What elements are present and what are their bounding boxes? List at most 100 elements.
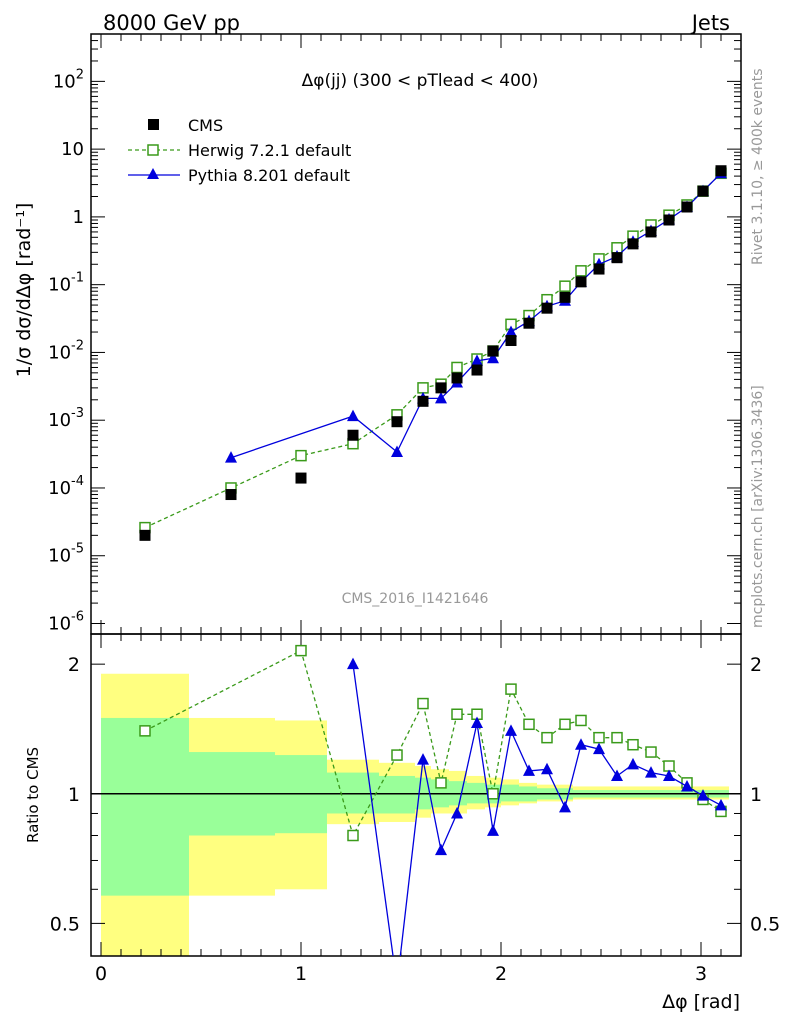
pythia-data-point [505,325,517,338]
legend-label-pythia: Pythia 8.201 default [188,166,350,185]
pythia-data-point [715,798,727,811]
pythia-series-line [352,664,722,956]
cms-data-point [611,252,623,264]
herwig-data-point [417,382,429,394]
cms-data-point [139,529,151,541]
y-tick-label: 10-5 [48,542,84,567]
y-tick-label: 10-1 [48,271,84,296]
herwig-data-point [575,714,587,727]
y-axis-label-ratio: Ratio to CMS [24,747,42,843]
pythia-data-point [575,738,587,750]
pythia-data-point [523,764,535,776]
x-tick-label: 0 [95,963,107,985]
y-tick-label: 1 [73,207,84,228]
pythia-data-point [487,351,499,364]
pythia-data-point [487,824,499,836]
cms-data-point [697,185,709,197]
pythia-data-point [471,716,483,729]
cms-data-point [505,335,517,347]
pythia-data-point [541,762,553,775]
x-tick-label: 2 [495,963,507,985]
herwig-data-point [645,746,657,758]
herwig-series-line [144,649,722,838]
rivet-label: Rivet 3.1.10, ≥ 400k events [750,68,766,265]
header-right: Jets [690,11,730,35]
cms-data-point [575,276,587,288]
cms-data-point [627,238,639,250]
y-tick-label: 10-6 [48,610,84,635]
herwig-data-point [347,829,359,842]
pythia-data-point [391,445,403,457]
y-tick-label: 10-2 [48,338,84,363]
y-tick-label: 10 [61,139,84,160]
herwig-data-point [575,265,587,277]
pythia-data-point [451,806,463,819]
y-tick-label: 102 [53,67,84,92]
pythia-data-point [681,779,693,792]
pythia-data-point [559,800,571,813]
y-tick-label: 10-3 [48,406,84,431]
legend-marker-herwig [147,144,159,156]
herwig-data-point [593,731,605,744]
pythia-data-point [505,724,517,736]
cms-data-point [347,429,359,441]
cms-data-point [451,372,463,384]
pythia-data-point [663,769,675,781]
herwig-data-point [611,731,623,744]
ratio-y-tick-label: 2 [750,654,762,676]
cms-data-point [523,317,535,329]
herwig-data-point [295,449,307,462]
analysis-id: CMS_2016_I1421646 [342,591,489,607]
ratio-y-tick-label: 1 [750,784,762,806]
pythia-data-point [471,354,483,366]
pythia-data-point [593,742,605,755]
cms-data-point [541,302,553,314]
ratio-y-tick-label: 0.5 [50,913,80,935]
cms-data-point [435,382,447,394]
herwig-data-point [627,738,639,751]
cms-data-point [417,395,429,407]
herwig-data-point [505,683,517,695]
herwig-data-point [391,749,403,761]
ratio-y-tick-label: 0.5 [750,913,780,935]
uncertainty-band-inner [101,717,189,896]
cms-data-point [391,416,403,428]
legend-label-herwig: Herwig 7.2.1 default [188,141,351,160]
pythia-data-point [347,409,359,422]
herwig-data-point [559,280,571,292]
herwig-data-point [451,361,463,374]
cms-data-point [471,364,483,376]
herwig-data-point [295,644,307,657]
legend-label-cms: CMS [188,116,223,135]
x-tick-label: 1 [295,963,307,985]
pythia-series-line [230,172,722,459]
herwig-data-point [523,718,535,731]
pythia-data-point [347,657,359,670]
ratio-y-tick-label: 2 [68,654,80,676]
pythia-data-point [611,769,623,781]
mcplots-label: mcplots.cern.ch [arXiv:1306.3436] [750,385,766,628]
herwig-data-point [435,777,447,789]
pythia-data-point [225,451,237,463]
x-axis-label: Δφ [rad] [662,991,740,1013]
herwig-data-point [487,788,499,800]
y-tick-label: 10-4 [48,474,84,499]
herwig-data-point [451,708,463,721]
pythia-data-point [435,843,447,856]
plot-title: Δφ(jj) (300 < pTlead < 400) [302,71,539,91]
pythia-data-point [417,753,429,765]
herwig-data-point [541,731,553,744]
legend-marker-cms [148,119,159,130]
cms-data-point [487,345,499,357]
herwig-data-point [417,697,429,710]
cms-data-point [225,489,237,501]
y-axis-label-main: 1/σ dσ/dΔφ [rad⁻¹] [13,203,35,378]
pythia-data-point [627,757,639,770]
pythia-data-point [697,789,709,801]
cms-data-point [681,201,693,213]
herwig-series-line [144,172,722,529]
pythia-data-point [435,391,447,404]
header-left: 8000 GeV pp [103,11,240,35]
herwig-data-point [139,725,151,737]
